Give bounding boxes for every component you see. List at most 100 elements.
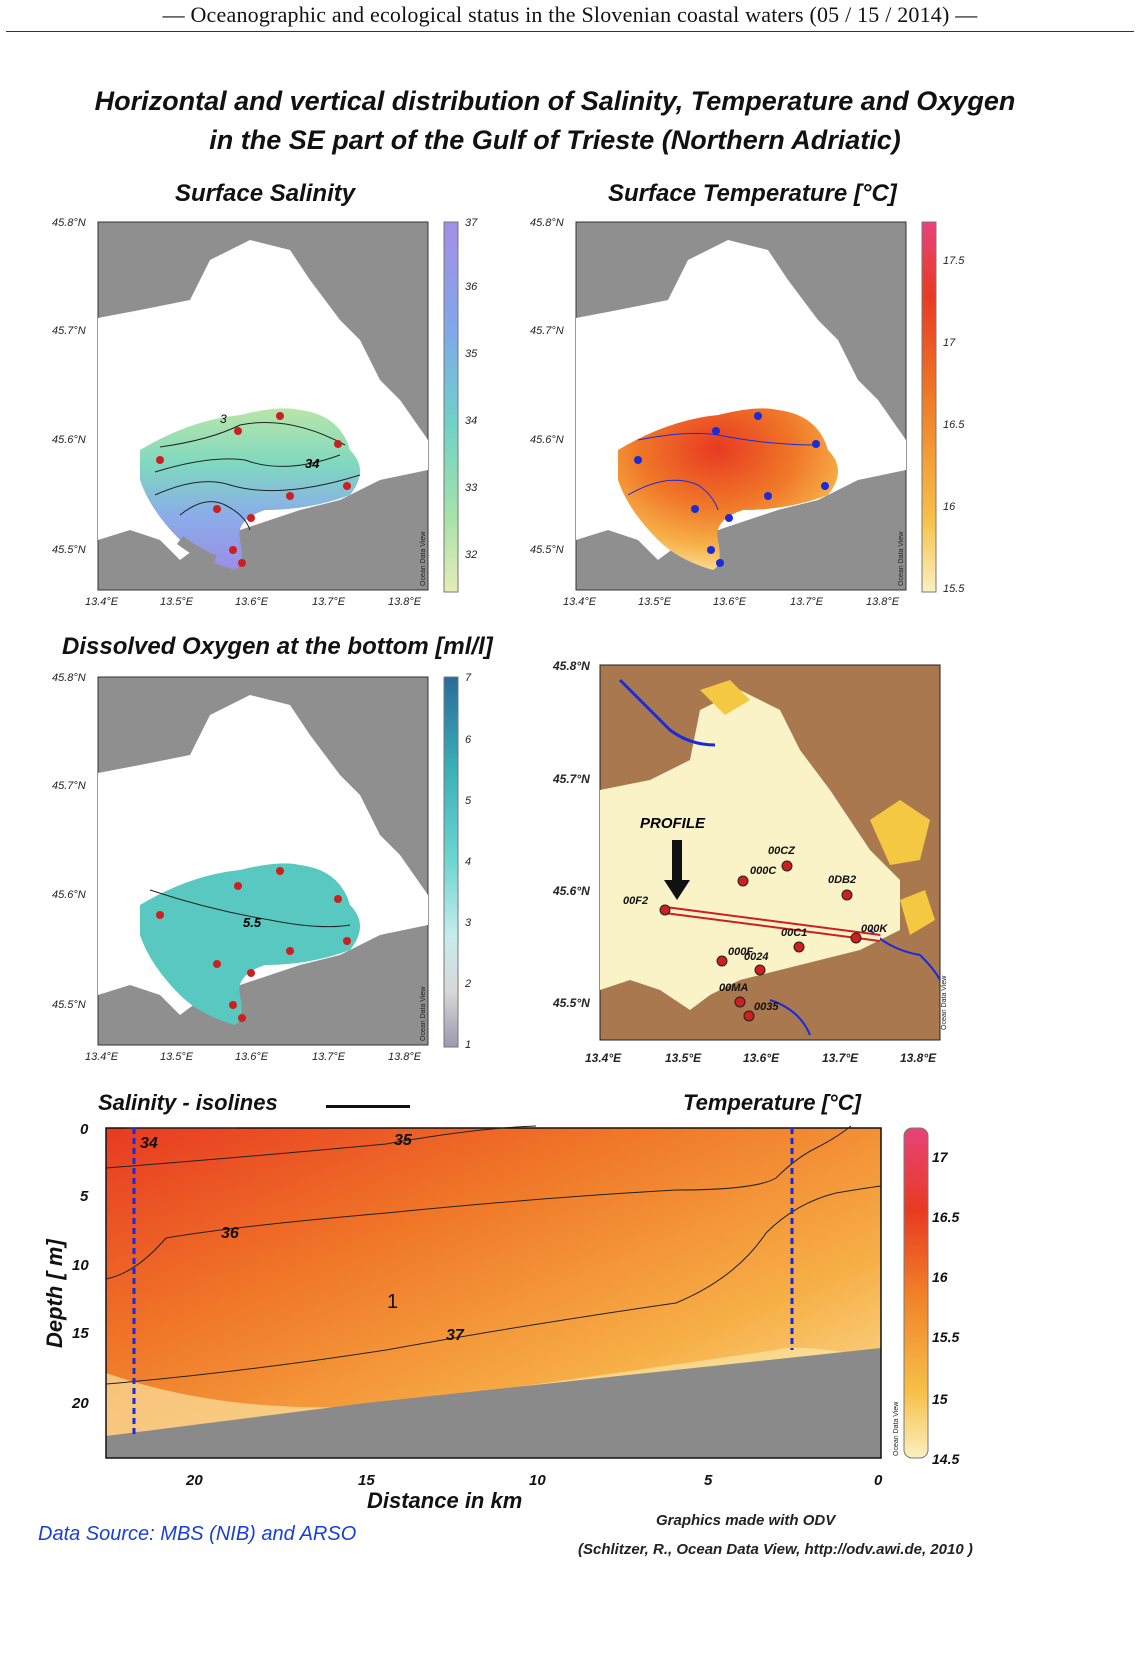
data-source: Data Source: MBS (NIB) and ARSO <box>38 1523 357 1545</box>
station-dot <box>234 882 242 890</box>
station-marker <box>659 904 671 916</box>
x-tick: 10 <box>529 1472 546 1489</box>
lon-tick: 13.8°E <box>900 1051 937 1065</box>
cb-tick: 6 <box>465 734 472 746</box>
cb-tick: 33 <box>465 482 478 494</box>
cb-tick: 17 <box>932 1149 949 1165</box>
page-number: 1 <box>387 1291 398 1313</box>
station-marker <box>754 964 766 976</box>
station-marker <box>781 860 793 872</box>
cb-tick: 4 <box>465 856 471 868</box>
station-dot <box>716 559 724 567</box>
oxygen-colorbar <box>443 676 459 1048</box>
lon-tick: 13.6°E <box>235 596 269 608</box>
map-stations <box>659 860 862 1022</box>
odv-tag: Ocean Data View <box>941 975 948 1030</box>
station-marker <box>743 1010 755 1022</box>
station-dot <box>725 514 733 522</box>
lat-tick: 45.6°N <box>552 884 590 898</box>
oxygen-map: 5.5 Ocean Data View 7 6 5 4 3 2 1 45.8°N… <box>52 672 472 1063</box>
station-marker <box>850 932 862 944</box>
temperature-panel-title: Surface Temperature [°C] <box>608 180 897 207</box>
lon-tick: 13.7°E <box>822 1051 859 1065</box>
oxygen-stations <box>156 867 351 1022</box>
station-label: 0024 <box>744 951 768 963</box>
cb-tick: 32 <box>465 549 477 561</box>
odv-tag: Ocean Data View <box>420 986 427 1041</box>
station-label: 00MA <box>719 982 748 994</box>
isoline-label: 36 <box>221 1225 239 1242</box>
lon-tick: 13.6°E <box>743 1051 780 1065</box>
profile-arrow <box>664 840 690 900</box>
station-dot <box>238 1014 246 1022</box>
station-dot <box>213 505 221 513</box>
cb-tick: 15.5 <box>932 1329 959 1345</box>
lat-tick: 45.7°N <box>552 772 590 786</box>
lon-tick: 13.5°E <box>160 596 194 608</box>
lat-tick: 45.8°N <box>530 217 564 229</box>
lat-tick: 45.6°N <box>530 434 564 446</box>
section-legend-isolines: Salinity - isolines <box>98 1090 278 1115</box>
odv-tag: Ocean Data View <box>893 1401 900 1456</box>
page-header: — Oceanographic and ecological status in… <box>162 2 978 27</box>
cb-tick: 5 <box>465 795 472 807</box>
section-plot: 34 35 36 37 1 0 5 10 15 20 Depth [ m] 20… <box>42 1121 959 1513</box>
lon-tick: 13.4°E <box>85 596 119 608</box>
station-dot <box>812 440 820 448</box>
cb-tick: 17 <box>943 337 956 349</box>
lon-tick: 13.5°E <box>160 1051 194 1063</box>
lat-tick: 45.7°N <box>530 325 564 337</box>
lon-tick: 13.7°E <box>790 596 824 608</box>
lon-tick: 13.8°E <box>866 596 900 608</box>
station-dot <box>247 969 255 977</box>
station-dot <box>343 937 351 945</box>
lat-tick: 45.5°N <box>52 999 86 1011</box>
isoline-label: 34 <box>140 1135 158 1152</box>
credit-line1: Graphics made with ODV <box>656 1512 836 1529</box>
x-tick: 5 <box>704 1472 713 1489</box>
temperature-map: Ocean Data View 17.5 17 16.5 16 15.5 45.… <box>530 217 965 608</box>
station-dot <box>691 505 699 513</box>
station-marker <box>716 955 728 967</box>
cb-tick: 15.5 <box>943 583 965 595</box>
station-label: 000C <box>750 865 777 877</box>
seabed <box>106 1348 881 1458</box>
stations-map: PROFILE 00CZ 000C 0DB2 00F2 000K 00C1 00… <box>552 659 948 1065</box>
station-dot <box>286 947 294 955</box>
cb-tick: 16.5 <box>932 1209 959 1225</box>
x-tick: 20 <box>185 1472 203 1489</box>
lat-tick: 45.5°N <box>530 544 564 556</box>
section-legend-temperature: Temperature [°C] <box>683 1090 861 1115</box>
cb-tick: 34 <box>465 415 477 427</box>
station-label: 0035 <box>754 1001 779 1013</box>
lon-tick: 13.5°E <box>665 1051 702 1065</box>
oxygen-isoline-label: 5.5 <box>243 915 262 930</box>
station-marker <box>841 889 853 901</box>
y-tick: 0 <box>80 1121 89 1138</box>
station-dot <box>276 867 284 875</box>
y-tick: 20 <box>71 1395 89 1412</box>
station-dot <box>634 456 642 464</box>
cb-tick: 16.5 <box>943 419 965 431</box>
station-label: 0DB2 <box>828 874 856 886</box>
station-dot <box>343 482 351 490</box>
station-dot <box>247 514 255 522</box>
lat-tick: 45.5°N <box>552 996 590 1010</box>
station-dot <box>707 546 715 554</box>
lat-tick: 45.8°N <box>52 217 86 229</box>
section-xlabel: Distance in km <box>367 1488 522 1513</box>
station-marker <box>737 875 749 887</box>
cb-tick: 7 <box>465 672 472 684</box>
section-colorbar <box>903 1127 929 1459</box>
oxygen-panel-title: Dissolved Oxygen at the bottom [ml/l] <box>62 633 493 660</box>
lat-tick: 45.7°N <box>52 325 86 337</box>
salinity-panel-title: Surface Salinity <box>175 180 356 207</box>
station-label: 00CZ <box>768 845 796 857</box>
odv-tag: Ocean Data View <box>420 531 427 586</box>
profile-label: PROFILE <box>640 815 706 832</box>
lon-tick: 13.8°E <box>388 1051 422 1063</box>
salinity-stations <box>156 412 351 567</box>
lon-tick: 13.6°E <box>235 1051 269 1063</box>
cb-tick: 2 <box>464 978 471 990</box>
station-label: 00F2 <box>623 895 648 907</box>
